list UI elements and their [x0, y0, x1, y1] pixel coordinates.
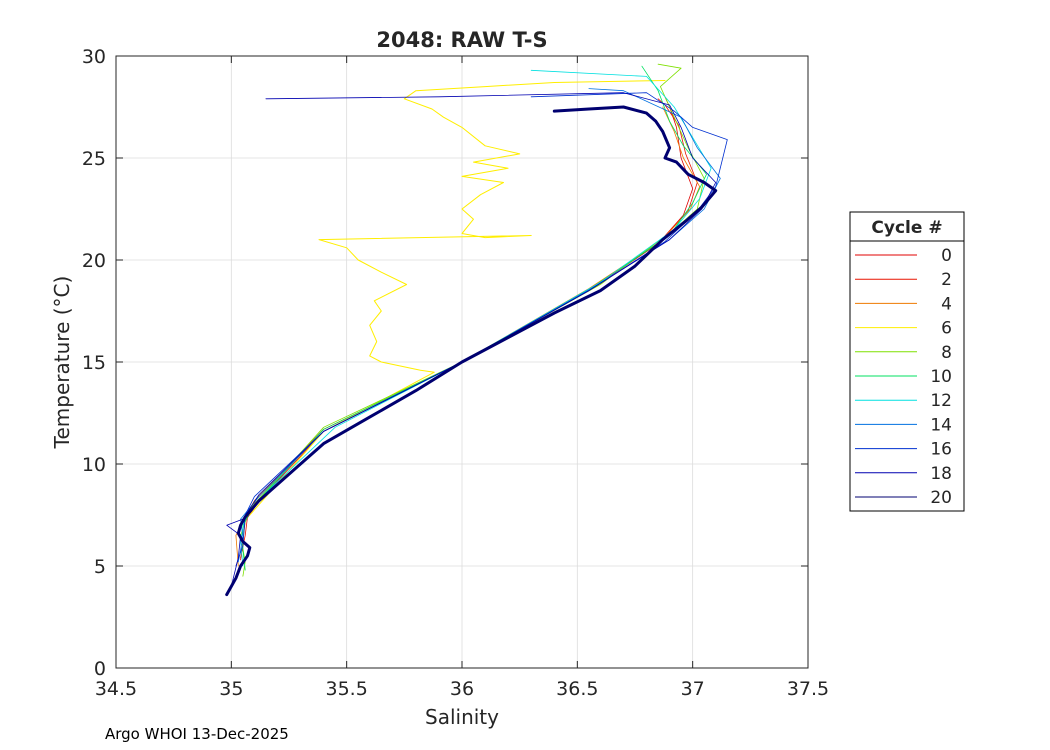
x-axis-label: Salinity	[425, 705, 499, 729]
y-tick-label: 25	[82, 148, 106, 170]
series-line-cycle-0	[240, 96, 694, 561]
y-tick-label: 15	[82, 352, 106, 374]
series-line-cycle-16	[235, 92, 728, 567]
legend: Cycle # 0 2 4 6 8 10 12 14 16 18 20	[849, 211, 965, 512]
y-tick-label: 20	[82, 250, 106, 272]
x-tick-label: 37.5	[787, 678, 829, 700]
x-tick-label: 35	[219, 678, 243, 700]
series-line-cycle-12	[240, 69, 712, 567]
series-lines	[225, 63, 728, 597]
legend-box	[849, 211, 965, 512]
x-tick-label: 35.5	[326, 678, 368, 700]
series-line-cycle-8	[240, 63, 705, 577]
footer-note: Argo WHOI 13-Dec-2025	[105, 725, 289, 743]
series-line-cycle-18	[226, 92, 717, 587]
x-tick-label: 36	[450, 678, 474, 700]
legend-label-cycle-14: 14	[930, 415, 952, 435]
series-line-cycle-6	[249, 80, 666, 516]
series-line-cycle-20	[225, 105, 718, 597]
legend-title: Cycle #	[871, 218, 942, 238]
x-tick-label: 34.5	[95, 678, 137, 700]
legend-label-cycle-8: 8	[941, 343, 952, 363]
series-line-cycle-10	[242, 65, 707, 571]
x-tick-label: 36.5	[556, 678, 598, 700]
y-tick-label: 10	[82, 454, 106, 476]
y-tick-label: 0	[94, 658, 106, 680]
x-tick-label: 37	[681, 678, 705, 700]
legend-label-cycle-6: 6	[941, 319, 952, 339]
y-axis-label: Temperature (°C)	[50, 276, 74, 450]
legend-label-cycle-0: 0	[941, 246, 952, 266]
legend-label-cycle-4: 4	[941, 294, 952, 314]
legend-label-cycle-12: 12	[930, 391, 952, 411]
legend-label-cycle-16: 16	[930, 440, 952, 460]
legend-label-cycle-18: 18	[930, 464, 952, 484]
axis-ticks: 34.5 35 35.5 36 36.5 37 37.5 0 5 10 15 20 25 30	[82, 46, 829, 700]
legend-label-cycle-2: 2	[941, 270, 952, 290]
legend-label-cycle-20: 20	[930, 488, 952, 508]
legend-label-cycle-10: 10	[930, 367, 952, 387]
chart-title: 2048: RAW T-S	[376, 28, 547, 52]
y-tick-label: 5	[94, 556, 106, 578]
series-line-cycle-14	[237, 88, 721, 563]
series-line-cycle-2	[240, 98, 698, 559]
y-tick-label: 30	[82, 46, 106, 68]
